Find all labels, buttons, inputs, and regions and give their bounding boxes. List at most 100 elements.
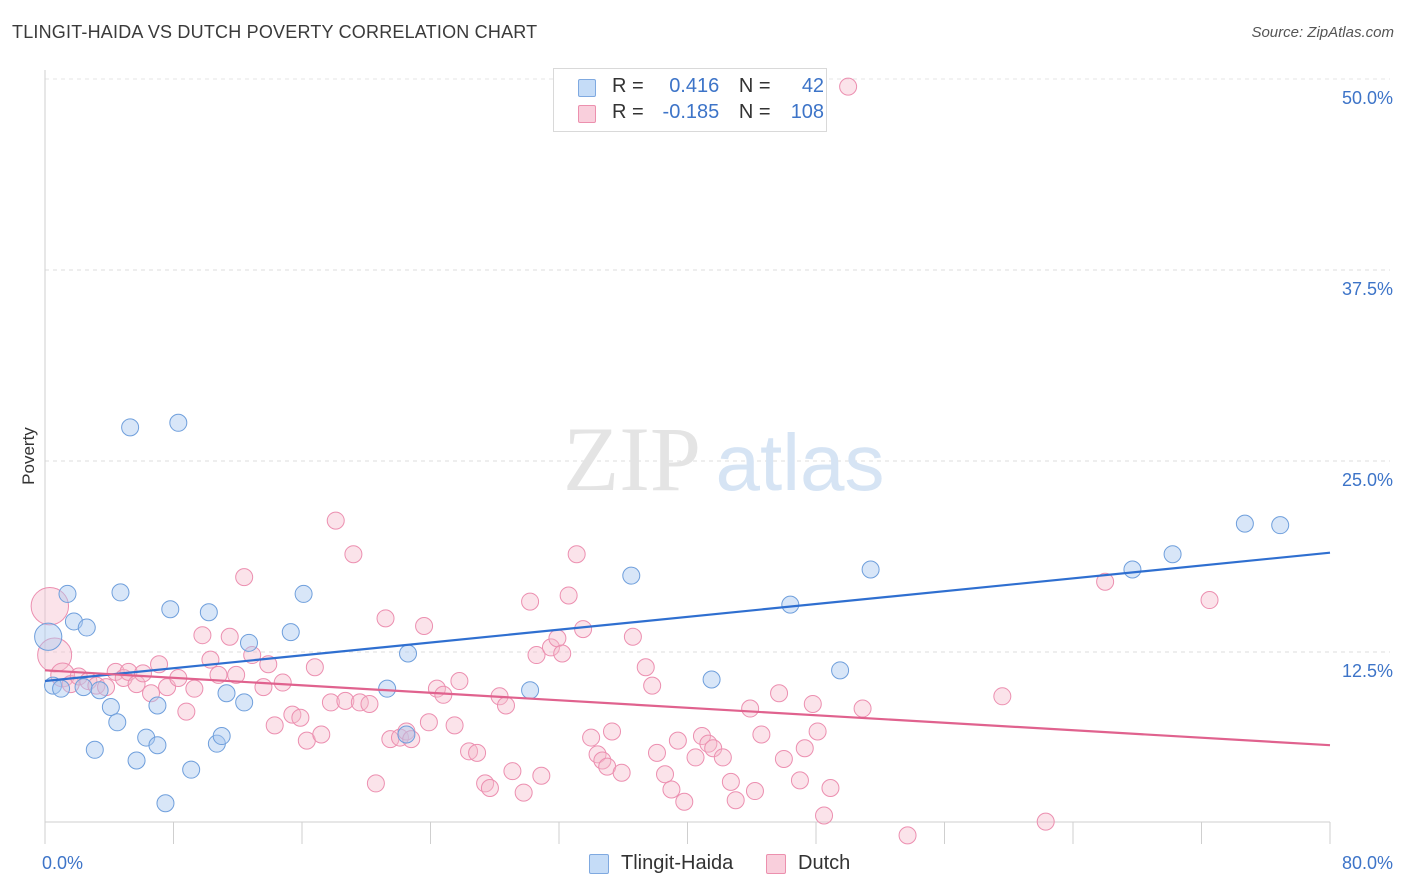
- watermark: ZIP atlas: [563, 408, 884, 510]
- tlingit-haida-point: [121, 418, 140, 437]
- series-dutch-points: [30, 77, 1219, 845]
- dutch-point: [752, 725, 771, 744]
- tlingit-haida-point: [521, 681, 540, 700]
- dutch-point: [415, 617, 434, 636]
- tlingit-haida-point: [861, 560, 880, 579]
- dutch-point: [821, 778, 840, 797]
- trend-lines: [44, 551, 1331, 747]
- tlingit-haida-point: [397, 725, 416, 744]
- y-axis-label: Poverty: [19, 427, 38, 485]
- tlingit-haida-point: [294, 584, 313, 603]
- dutch-point: [521, 592, 540, 611]
- source-label: Source: ZipAtlas.com: [1251, 24, 1394, 41]
- dutch-point: [326, 511, 345, 530]
- dutch-point: [366, 774, 385, 793]
- dutch-point: [220, 627, 239, 646]
- tlingit-haida-point: [1163, 545, 1182, 564]
- dutch-point: [133, 664, 152, 683]
- dutch-point: [450, 672, 469, 691]
- dutch-point: [612, 763, 631, 782]
- tlingit-haida-point: [74, 678, 93, 697]
- r-value: -0.185: [662, 101, 720, 123]
- dutch-point: [527, 646, 546, 665]
- dutch-point: [559, 586, 578, 605]
- dutch-point: [496, 696, 515, 715]
- tlingit-haida-point: [399, 644, 418, 663]
- dutch-point: [588, 745, 607, 764]
- dutch-point: [548, 629, 567, 648]
- tlingit-haida-point: [1271, 516, 1290, 535]
- bottom-legend-label: Tlingit-Haida: [621, 852, 734, 874]
- n-value: 42: [801, 75, 825, 97]
- dutch-point: [656, 765, 675, 784]
- tlingit-haida-trend-line: [44, 551, 1331, 683]
- dutch-point: [643, 676, 662, 695]
- dutch-point: [647, 743, 666, 762]
- tlingit-haida-point: [90, 681, 109, 700]
- dutch-point: [704, 739, 723, 758]
- dutch-point: [898, 826, 917, 845]
- bottom-legend-swatch-tlingit-haida: [589, 854, 609, 874]
- x-tick-label: 0.0%: [42, 853, 83, 873]
- tlingit-haida-point: [1123, 560, 1142, 579]
- n-value: 108: [790, 101, 825, 123]
- dutch-point: [344, 545, 363, 564]
- legend-text: R = -0.185 N = 108: [612, 101, 824, 124]
- dutch-point: [790, 771, 809, 790]
- dutch-point: [1096, 572, 1115, 591]
- dutch-point: [675, 792, 694, 811]
- dutch-point: [636, 658, 655, 677]
- n-label: N =: [738, 101, 771, 123]
- dutch-point: [686, 748, 705, 767]
- dutch-point: [265, 716, 284, 735]
- dutch-point: [721, 772, 740, 791]
- dutch-point: [468, 743, 487, 762]
- dutch-point: [193, 626, 212, 645]
- dutch-point: [235, 568, 254, 587]
- tlingit-haida-point: [239, 633, 258, 652]
- dutch-point: [305, 658, 324, 677]
- dutch-point: [227, 665, 246, 684]
- r-label: R =: [612, 101, 644, 123]
- tlingit-haida-point: [77, 618, 96, 637]
- dutch-point: [803, 694, 822, 713]
- tlingit-haida-point: [378, 679, 397, 698]
- dutch-point: [514, 783, 533, 802]
- tlingit-haida-point: [101, 698, 120, 717]
- dutch-point: [726, 791, 745, 810]
- dutch-point: [419, 713, 438, 732]
- dutch-point: [567, 545, 586, 564]
- tlingit-haida-point: [235, 693, 254, 712]
- dutch-point: [321, 693, 340, 712]
- y-tick-label: 12.5%: [1342, 661, 1393, 681]
- legend-text: R = 0.416 N = 42: [612, 75, 824, 98]
- watermark-atlas: atlas: [716, 418, 885, 507]
- tlingit-haida-point: [781, 595, 800, 614]
- tlingit-haida-point: [281, 623, 300, 642]
- dutch-point: [623, 627, 642, 646]
- dutch-point: [376, 609, 395, 628]
- tlingit-haida-point: [156, 794, 175, 813]
- dutch-point: [254, 678, 273, 697]
- dutch-point: [574, 620, 593, 639]
- dutch-point: [815, 806, 834, 825]
- tlingit-haida-point: [217, 684, 236, 703]
- dutch-point: [770, 684, 789, 703]
- dutch-point: [503, 762, 522, 781]
- dutch-point: [273, 673, 292, 692]
- axes: [44, 70, 1331, 844]
- dutch-trend-line: [44, 669, 1331, 747]
- tlingit-haida-point: [182, 760, 201, 779]
- dutch-point: [350, 693, 369, 712]
- dutch-point: [808, 722, 827, 741]
- tick-labels: 12.5% 25.0% 37.5% 50.0% 0.0% 80.0%: [42, 88, 1393, 873]
- dutch-point: [662, 780, 681, 799]
- x-tick-label: 80.0%: [1342, 853, 1393, 873]
- tlingit-haida-point: [52, 679, 71, 698]
- tlingit-haida-point: [127, 751, 146, 770]
- tlingit-haida-point: [831, 661, 850, 680]
- dutch-point: [1200, 591, 1219, 610]
- dutch-point: [839, 77, 858, 96]
- dutch-point: [745, 782, 764, 801]
